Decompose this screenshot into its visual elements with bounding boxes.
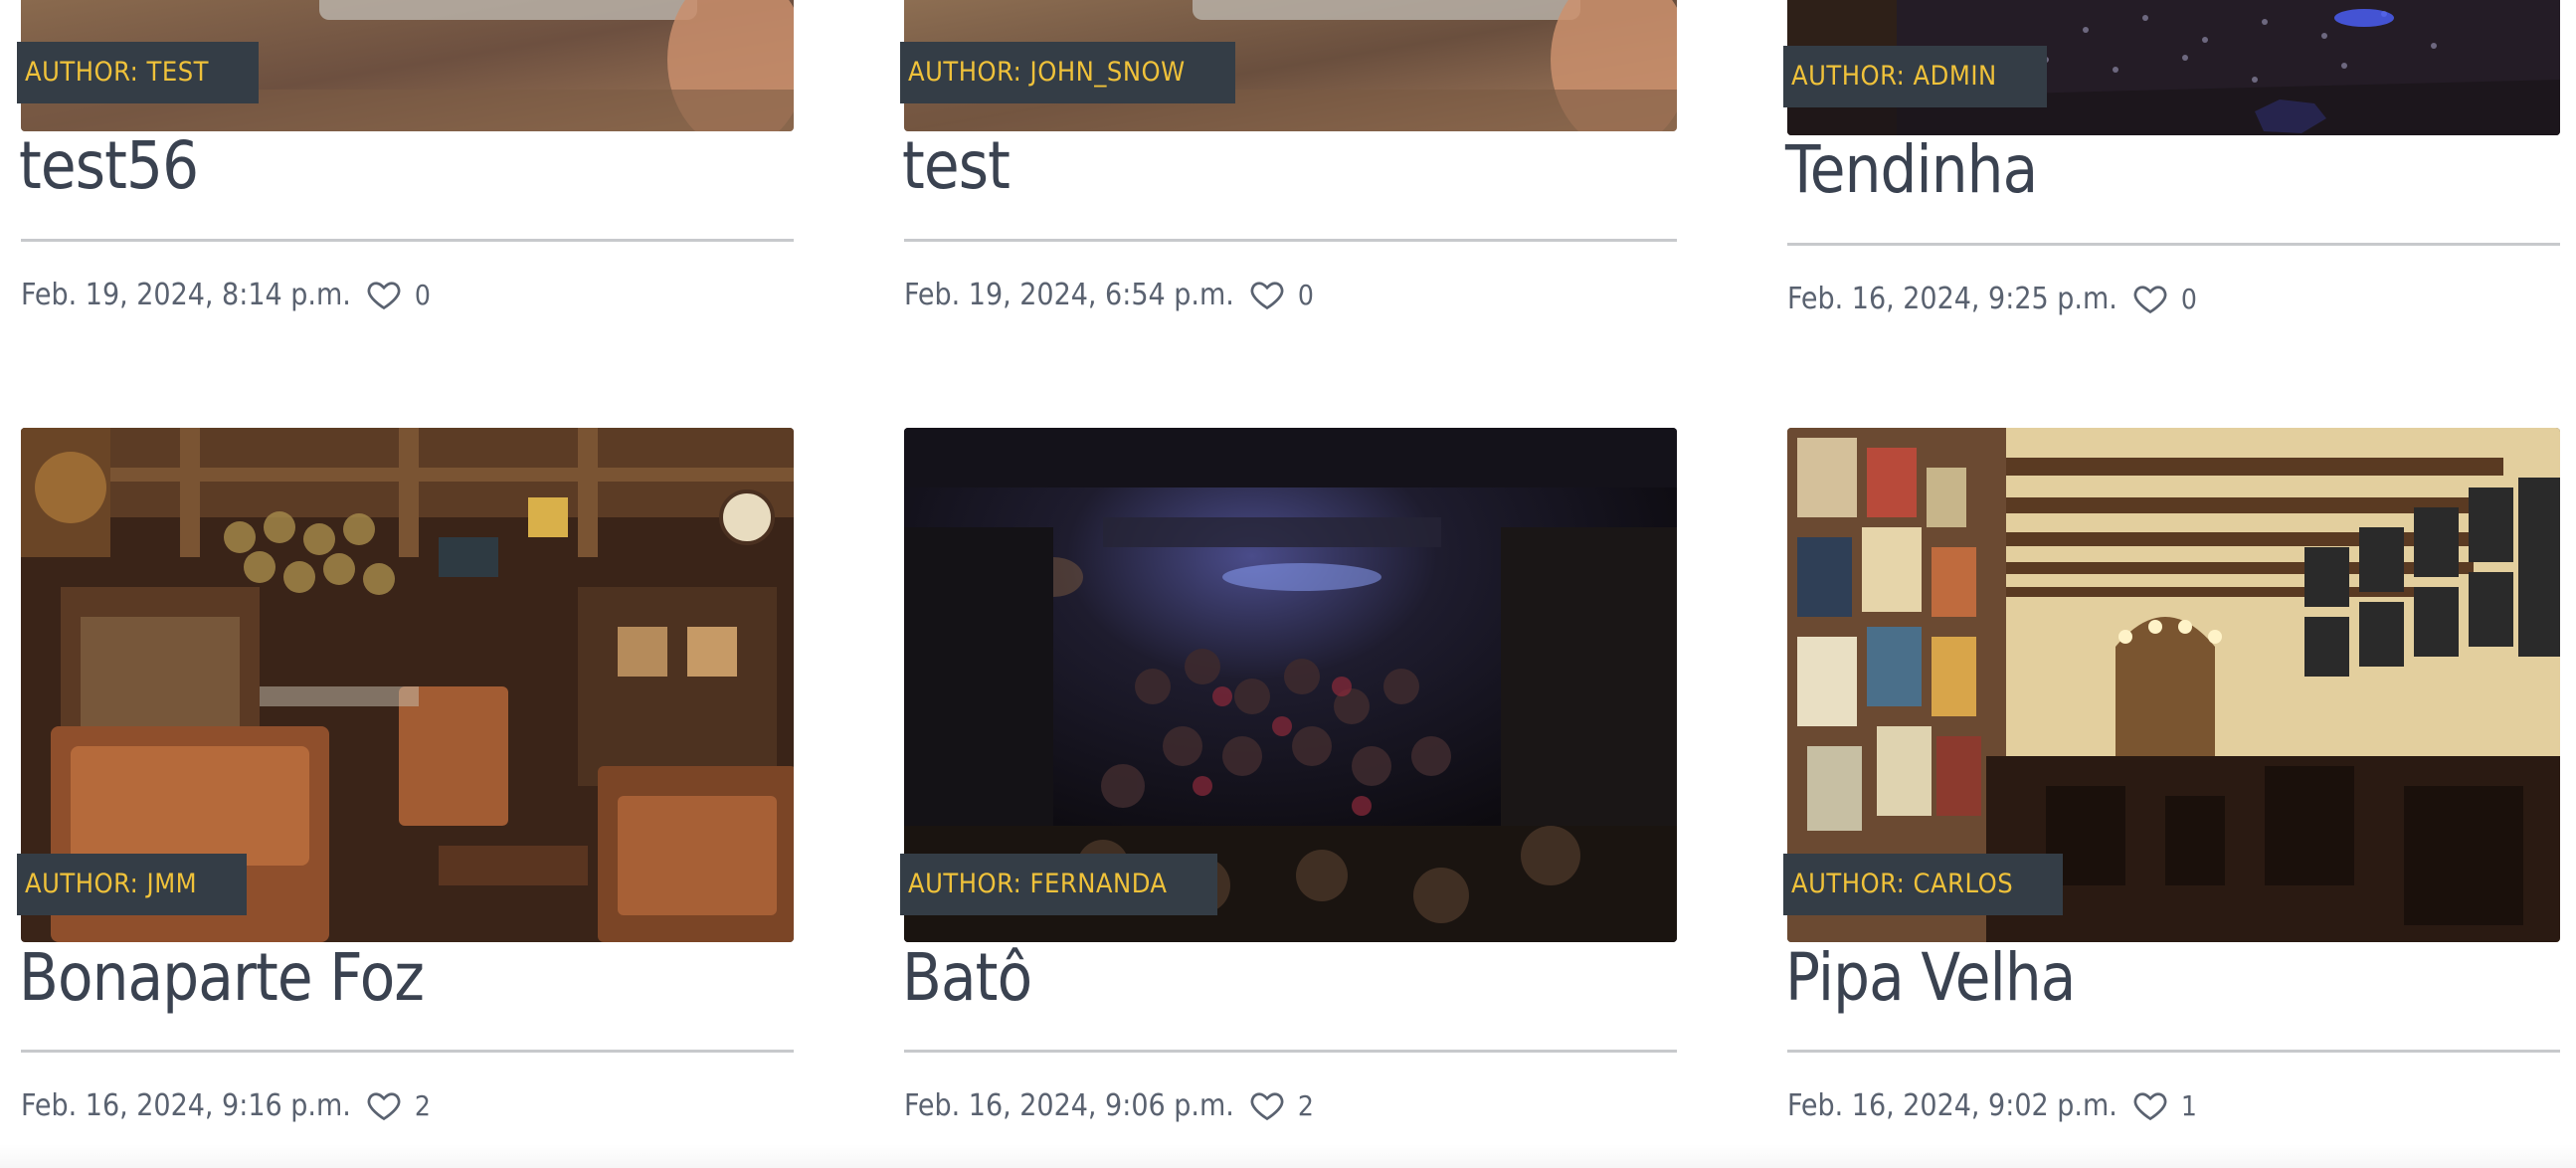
author-badge[interactable]: AUTHOR: TEST	[17, 42, 259, 103]
post-date: Feb. 19, 2024, 8:14 p.m.	[21, 277, 351, 312]
post-title[interactable]: Tendinha	[1785, 131, 2038, 208]
post-title[interactable]: Bonaparte Foz	[19, 939, 425, 1016]
like-count: 2	[1297, 1088, 1314, 1122]
post-meta: Feb. 19, 2024, 8:14 p.m. 0	[21, 273, 431, 316]
post-date: Feb. 16, 2024, 9:06 p.m.	[904, 1087, 1234, 1123]
divider	[1787, 243, 2560, 246]
author-badge[interactable]: AUTHOR: FERNANDA	[900, 854, 1217, 915]
heart-icon[interactable]	[365, 1087, 403, 1123]
like-count: 0	[414, 278, 431, 311]
post-title[interactable]: Batô	[902, 939, 1032, 1016]
post-meta: Feb. 16, 2024, 9:25 p.m. 0	[1787, 277, 2197, 320]
like-count: 2	[414, 1088, 431, 1122]
post-meta: Feb. 16, 2024, 9:16 p.m. 2	[21, 1083, 431, 1127]
divider	[1787, 1050, 2560, 1053]
post-title[interactable]: test	[902, 127, 1011, 204]
divider	[904, 239, 1677, 242]
like-count: 0	[2180, 282, 2197, 315]
post-image[interactable]	[1787, 0, 2560, 135]
heart-icon[interactable]	[1248, 1087, 1286, 1123]
heart-icon[interactable]	[2131, 281, 2169, 316]
post-date: Feb. 16, 2024, 9:16 p.m.	[21, 1087, 351, 1123]
post-date: Feb. 16, 2024, 9:02 p.m.	[1787, 1087, 2117, 1123]
heart-icon[interactable]	[365, 277, 403, 312]
post-title[interactable]: Pipa Velha	[1785, 939, 2076, 1016]
post-meta: Feb. 16, 2024, 9:02 p.m. 1	[1787, 1083, 2197, 1127]
divider	[21, 1050, 794, 1053]
author-badge[interactable]: AUTHOR: ADMIN	[1783, 46, 2047, 107]
post-title[interactable]: test56	[19, 127, 199, 204]
post-date: Feb. 16, 2024, 9:25 p.m.	[1787, 281, 2117, 316]
post-date: Feb. 19, 2024, 6:54 p.m.	[904, 277, 1234, 312]
divider	[904, 1050, 1677, 1053]
heart-icon[interactable]	[1248, 277, 1286, 312]
author-badge[interactable]: AUTHOR: JMM	[17, 854, 248, 915]
like-count: 1	[2180, 1088, 2197, 1122]
post-meta: Feb. 19, 2024, 6:54 p.m. 0	[904, 273, 1314, 316]
page-bottom-edge	[0, 1144, 2576, 1168]
author-badge[interactable]: AUTHOR: JOHN_SNOW	[900, 42, 1235, 103]
post-meta: Feb. 16, 2024, 9:06 p.m. 2	[904, 1083, 1314, 1127]
author-badge[interactable]: AUTHOR: CARLOS	[1783, 854, 2064, 915]
heart-icon[interactable]	[2131, 1087, 2169, 1123]
like-count: 0	[1297, 278, 1314, 311]
divider	[21, 239, 794, 242]
